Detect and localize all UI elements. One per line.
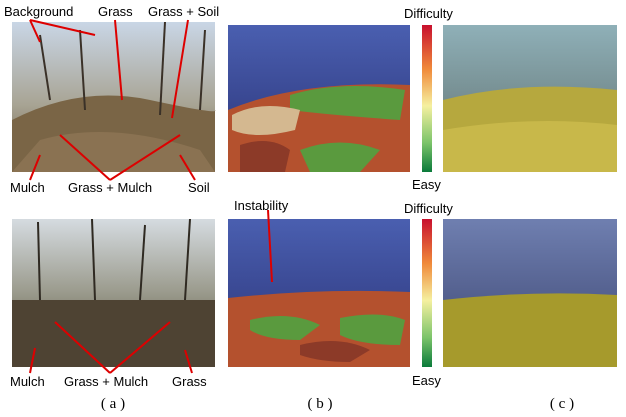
label: Grass: [98, 4, 133, 19]
caption: ( c ): [550, 396, 574, 412]
caption: ( b ): [308, 396, 333, 412]
cost-map-c2: [443, 219, 617, 367]
label: Soil: [188, 180, 210, 195]
label: Grass + Mulch: [64, 374, 148, 389]
colorbar: [422, 219, 432, 367]
figure: Background Grass Grass + Soil Mulch Gras…: [0, 0, 626, 417]
label: Mulch: [10, 374, 45, 389]
colorbar-top: Difficulty: [404, 6, 453, 21]
label: Grass + Soil: [148, 4, 219, 19]
caption: ( a ): [101, 396, 125, 412]
colorbar: [422, 25, 432, 172]
annotation: Instability: [234, 198, 289, 213]
cost-map-c1: [443, 25, 617, 172]
photo-a2: [12, 219, 215, 367]
label: Grass: [172, 374, 207, 389]
colorbar-top: Difficulty: [404, 201, 453, 216]
colorbar-bottom: Easy: [412, 177, 441, 192]
label: Grass + Mulch: [68, 180, 152, 195]
segmentation-b1: [228, 25, 410, 172]
colorbar-bottom: Easy: [412, 373, 441, 388]
label: Mulch: [10, 180, 45, 195]
label: Background: [4, 4, 73, 19]
segmentation-b2: [228, 219, 410, 367]
